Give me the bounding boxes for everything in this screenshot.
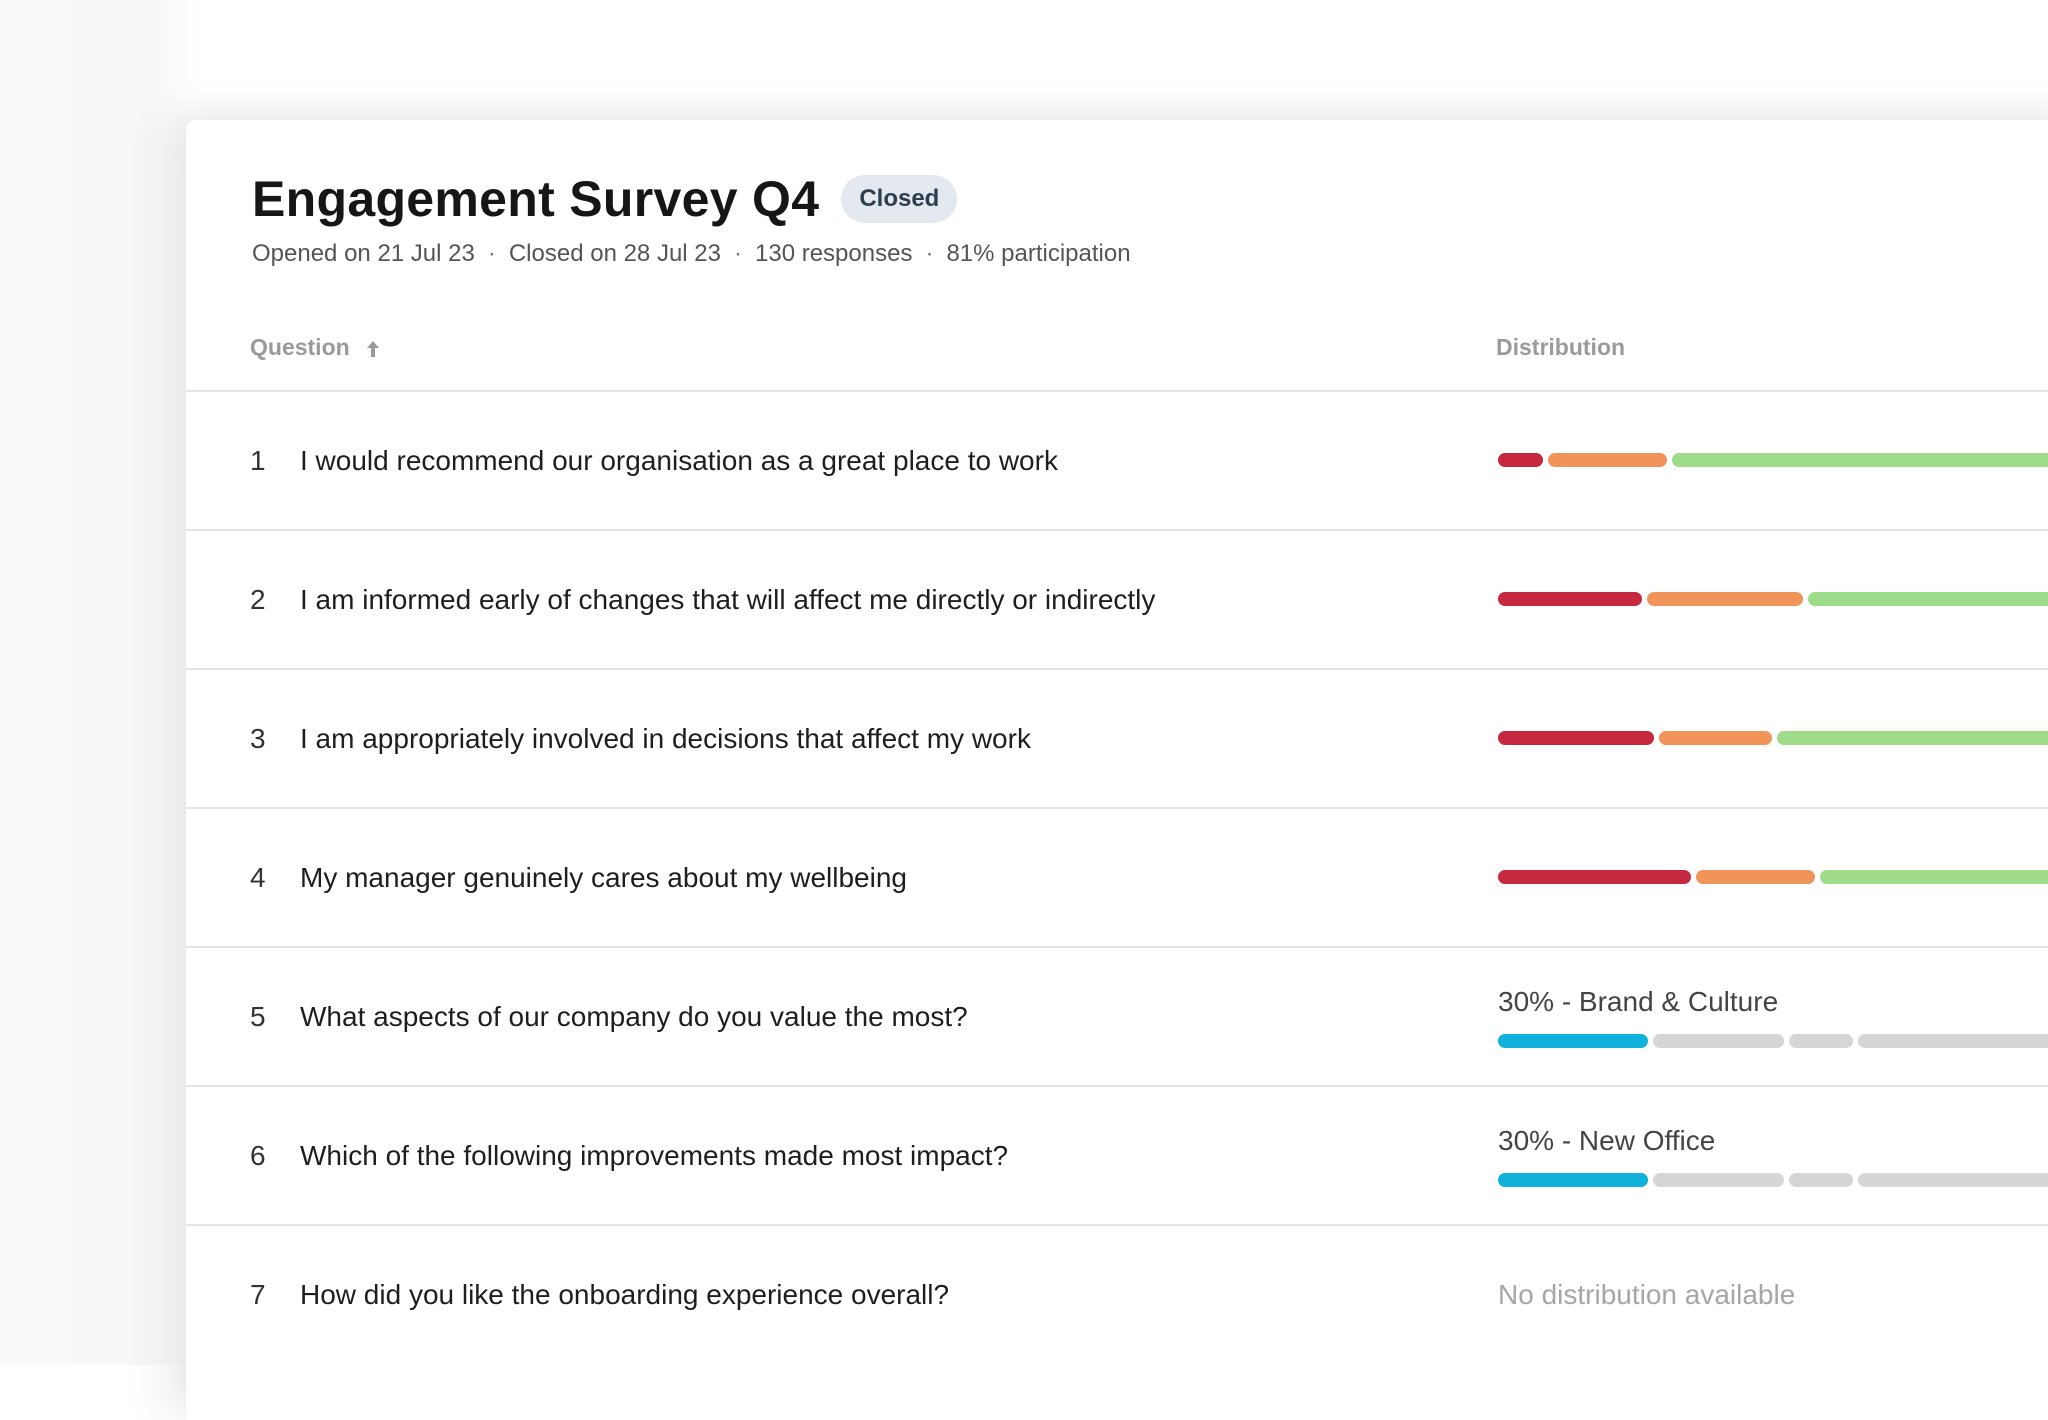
table-row[interactable]: 1 I would recommend our organisation as a… bbox=[186, 392, 2048, 531]
meta-separator: · bbox=[487, 240, 496, 267]
table-row[interactable]: 6 Which of the following improvements mad… bbox=[186, 1087, 2048, 1226]
question-text[interactable]: How did you like the onboarding experien… bbox=[300, 1278, 950, 1310]
choice-segment bbox=[1789, 1173, 1853, 1187]
distribution-column-header: Distribution bbox=[1496, 334, 1626, 360]
negative-segment bbox=[1498, 731, 1655, 745]
choice-segment bbox=[1653, 1034, 1785, 1048]
distribution-cell bbox=[1498, 531, 2048, 668]
table-row[interactable]: 2 I am informed early of changes that wil… bbox=[186, 531, 2048, 670]
opened-date: Opened on 21 Jul 23 bbox=[252, 240, 475, 267]
table-row[interactable]: 4 My manager genuinely cares about my wel… bbox=[186, 809, 2048, 948]
question-header-label: Question bbox=[250, 334, 350, 360]
negative-segment bbox=[1498, 870, 1692, 884]
status-badge: Closed bbox=[841, 175, 958, 223]
distribution-cell: No distribution available bbox=[1498, 1226, 2048, 1363]
question-text[interactable]: Which of the following improvements made… bbox=[300, 1139, 1009, 1171]
neutral-segment bbox=[1646, 592, 1803, 606]
questions-table-body: 1 I would recommend our organisation as a… bbox=[186, 392, 2048, 1363]
distribution-bar bbox=[1498, 1173, 2048, 1187]
choice-segment bbox=[1789, 1034, 1853, 1048]
question-text[interactable]: I would recommend our organisation as a … bbox=[300, 444, 1058, 476]
response-count: 130 responses bbox=[755, 240, 913, 267]
question-text[interactable]: I am informed early of changes that will… bbox=[300, 583, 1156, 615]
neutral-segment bbox=[1547, 453, 1667, 467]
question-number: 1 bbox=[250, 444, 266, 476]
table-row[interactable]: 5 What aspects of our company do you valu… bbox=[186, 948, 2048, 1087]
positive-segment bbox=[1808, 592, 2048, 606]
distribution-cell: 30% - Brand & Culture bbox=[1498, 948, 2048, 1085]
neutral-segment bbox=[1696, 870, 1816, 884]
survey-results-card: Engagement Survey Q4 Closed Opened on 21… bbox=[186, 120, 2048, 1420]
question-column-header[interactable]: Question bbox=[250, 334, 380, 390]
question-number: 2 bbox=[250, 583, 266, 615]
distribution-bar bbox=[1498, 1034, 2048, 1048]
positive-segment bbox=[1820, 870, 2048, 884]
question-text[interactable]: My manager genuinely cares about my well… bbox=[300, 861, 907, 893]
question-number: 3 bbox=[250, 722, 266, 754]
negative-segment bbox=[1498, 453, 1543, 467]
choice-segment bbox=[1653, 1173, 1785, 1187]
table-row[interactable]: 7 How did you like the onboarding experie… bbox=[186, 1226, 2048, 1363]
top-choice-label: 30% - New Office bbox=[1498, 1125, 1716, 1156]
participation-rate: 81% participation bbox=[946, 240, 1131, 267]
question-number: 6 bbox=[250, 1139, 266, 1171]
page-title: Engagement Survey Q4 bbox=[252, 171, 820, 227]
question-number: 4 bbox=[250, 861, 266, 893]
neutral-segment bbox=[1659, 731, 1772, 745]
table-row[interactable]: 3 I am appropriately involved in decision… bbox=[186, 670, 2048, 809]
closed-date: Closed on 28 Jul 23 bbox=[508, 240, 721, 267]
arrow-up-icon[interactable] bbox=[366, 340, 380, 358]
distribution-cell: 30% - New Office bbox=[1498, 1087, 2048, 1224]
distribution-bar bbox=[1498, 870, 2048, 884]
title-row: Engagement Survey Q4 Closed bbox=[252, 168, 2048, 230]
question-text[interactable]: I am appropriately involved in decisions… bbox=[300, 722, 1031, 754]
top-choice-segment bbox=[1498, 1034, 1648, 1048]
positive-segment bbox=[1777, 731, 2048, 745]
top-choice-label: 30% - Brand & Culture bbox=[1498, 986, 1779, 1017]
question-number: 7 bbox=[250, 1278, 266, 1310]
table-header: Question Distribution bbox=[186, 334, 2048, 392]
question-number: 5 bbox=[250, 1000, 266, 1032]
top-choice-segment bbox=[1498, 1173, 1648, 1187]
meta-separator: · bbox=[734, 240, 742, 267]
negative-segment bbox=[1498, 592, 1642, 606]
distribution-bar bbox=[1498, 731, 2048, 745]
no-distribution-text: No distribution available bbox=[1498, 1278, 1796, 1310]
distribution-bar bbox=[1498, 592, 2048, 606]
positive-segment bbox=[1671, 453, 2048, 467]
choice-segment bbox=[1857, 1173, 2048, 1187]
distribution-cell bbox=[1498, 392, 2048, 529]
distribution-bar bbox=[1498, 453, 2048, 467]
meta-separator: · bbox=[925, 240, 934, 267]
choice-segment bbox=[1857, 1034, 2048, 1048]
survey-header: Engagement Survey Q4 Closed Opened on 21… bbox=[252, 168, 2048, 268]
distribution-cell bbox=[1498, 670, 2048, 807]
question-text[interactable]: What aspects of our company do you value… bbox=[300, 1000, 968, 1032]
distribution-cell bbox=[1498, 809, 2048, 946]
survey-meta: Opened on 21 Jul 23 · Closed on 28 Jul 2… bbox=[252, 240, 2048, 268]
